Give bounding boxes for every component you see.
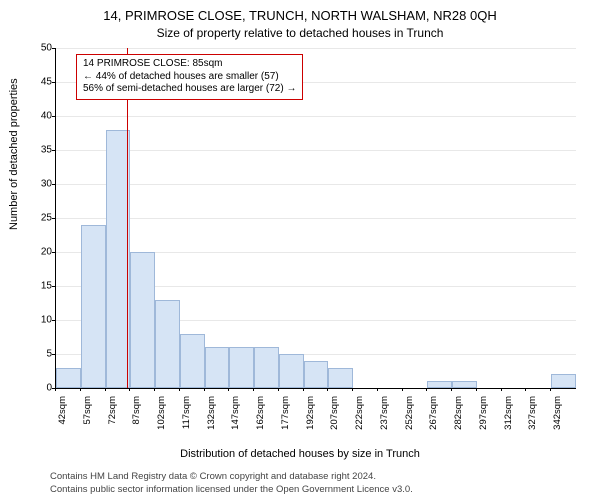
x-tick-mark	[204, 388, 205, 391]
y-tick-label: 5	[30, 349, 52, 360]
histogram-bar	[452, 381, 477, 388]
x-tick-label: 267sqm	[428, 396, 439, 436]
y-tick-mark	[52, 48, 55, 49]
x-tick-label: 162sqm	[255, 396, 266, 436]
x-tick-label: 117sqm	[181, 396, 192, 436]
y-tick-mark	[52, 252, 55, 253]
x-tick-label: 42sqm	[57, 396, 68, 436]
x-tick-label: 297sqm	[478, 396, 489, 436]
histogram-bar	[130, 252, 155, 388]
x-tick-mark	[80, 388, 81, 391]
x-tick-mark	[377, 388, 378, 391]
chart-subtitle: Size of property relative to detached ho…	[0, 26, 600, 40]
y-tick-label: 35	[30, 145, 52, 156]
y-tick-mark	[52, 354, 55, 355]
x-tick-mark	[402, 388, 403, 391]
y-tick-label: 10	[30, 315, 52, 326]
y-gridline	[56, 116, 576, 117]
x-tick-mark	[352, 388, 353, 391]
x-tick-label: 252sqm	[404, 396, 415, 436]
x-tick-mark	[550, 388, 551, 391]
y-gridline	[56, 184, 576, 185]
chart-title-address: 14, PRIMROSE CLOSE, TRUNCH, NORTH WALSHA…	[0, 8, 600, 23]
histogram-bar	[81, 225, 106, 388]
annotation-line3: 56% of semi-detached houses are larger (…	[83, 83, 296, 96]
x-tick-label: 87sqm	[131, 396, 142, 436]
y-tick-mark	[52, 286, 55, 287]
x-tick-label: 192sqm	[305, 396, 316, 436]
x-tick-label: 72sqm	[107, 396, 118, 436]
plot-area: 14 PRIMROSE CLOSE: 85sqm ← 44% of detach…	[55, 48, 576, 389]
x-tick-mark	[451, 388, 452, 391]
x-tick-mark	[179, 388, 180, 391]
y-tick-label: 45	[30, 77, 52, 88]
histogram-bar	[56, 368, 81, 388]
x-tick-mark	[525, 388, 526, 391]
histogram-bar	[279, 354, 304, 388]
histogram-bar	[254, 347, 279, 388]
x-tick-label: 207sqm	[329, 396, 340, 436]
x-tick-label: 177sqm	[280, 396, 291, 436]
y-tick-mark	[52, 150, 55, 151]
histogram-bar	[205, 347, 230, 388]
footer-line2: Contains public sector information licen…	[50, 484, 413, 496]
histogram-bar	[427, 381, 452, 388]
y-tick-label: 25	[30, 213, 52, 224]
y-tick-label: 20	[30, 247, 52, 258]
y-axis-label: Number of detached properties	[8, 78, 20, 230]
y-tick-mark	[52, 218, 55, 219]
x-tick-label: 282sqm	[453, 396, 464, 436]
x-tick-label: 342sqm	[552, 396, 563, 436]
x-tick-mark	[278, 388, 279, 391]
y-tick-label: 30	[30, 179, 52, 190]
x-tick-mark	[501, 388, 502, 391]
y-tick-label: 15	[30, 281, 52, 292]
y-tick-label: 0	[30, 383, 52, 394]
y-tick-mark	[52, 320, 55, 321]
x-tick-label: 147sqm	[230, 396, 241, 436]
footer-attribution: Contains HM Land Registry data © Crown c…	[50, 471, 413, 496]
x-tick-mark	[105, 388, 106, 391]
x-tick-mark	[476, 388, 477, 391]
y-tick-mark	[52, 116, 55, 117]
histogram-bar	[328, 368, 353, 388]
x-tick-mark	[327, 388, 328, 391]
histogram-bar	[180, 334, 205, 388]
x-tick-label: 102sqm	[156, 396, 167, 436]
x-tick-label: 312sqm	[503, 396, 514, 436]
x-tick-mark	[228, 388, 229, 391]
annotation-box: 14 PRIMROSE CLOSE: 85sqm ← 44% of detach…	[76, 54, 303, 100]
x-tick-mark	[426, 388, 427, 391]
x-tick-label: 327sqm	[527, 396, 538, 436]
x-tick-label: 222sqm	[354, 396, 365, 436]
y-tick-mark	[52, 82, 55, 83]
x-tick-mark	[55, 388, 56, 391]
histogram-bar	[304, 361, 329, 388]
y-gridline	[56, 48, 576, 49]
x-tick-mark	[129, 388, 130, 391]
x-tick-mark	[154, 388, 155, 391]
histogram-bar	[551, 374, 576, 388]
x-tick-mark	[253, 388, 254, 391]
histogram-bar	[229, 347, 254, 388]
x-axis-label: Distribution of detached houses by size …	[0, 448, 600, 460]
y-gridline	[56, 218, 576, 219]
x-tick-label: 57sqm	[82, 396, 93, 436]
y-tick-label: 50	[30, 43, 52, 54]
x-tick-mark	[303, 388, 304, 391]
histogram-bar	[155, 300, 180, 388]
annotation-line1: 14 PRIMROSE CLOSE: 85sqm	[83, 58, 296, 71]
annotation-line2: ← 44% of detached houses are smaller (57…	[83, 71, 296, 84]
x-tick-label: 237sqm	[379, 396, 390, 436]
y-tick-mark	[52, 184, 55, 185]
y-tick-label: 40	[30, 111, 52, 122]
x-tick-label: 132sqm	[206, 396, 217, 436]
y-gridline	[56, 150, 576, 151]
footer-line1: Contains HM Land Registry data © Crown c…	[50, 471, 413, 483]
